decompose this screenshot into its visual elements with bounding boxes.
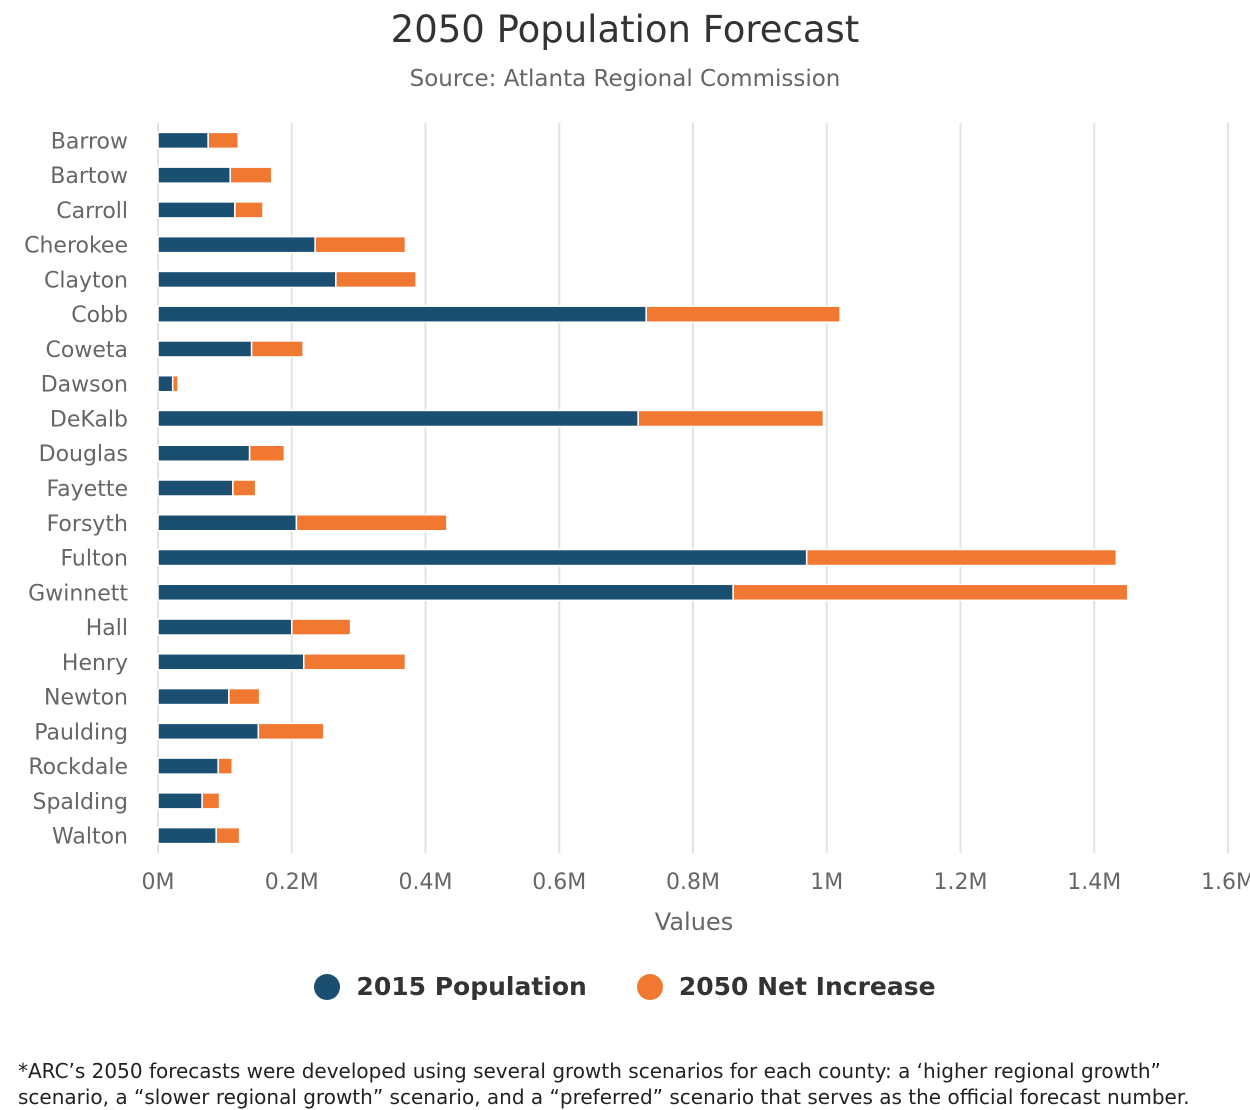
x-axis-title: Values: [655, 908, 733, 936]
bar-2050-net-increase: [234, 201, 264, 219]
y-tick-label: Barrow: [51, 129, 128, 154]
x-tick-label: 0.4M: [399, 870, 453, 895]
bar-2050-net-increase: [291, 618, 352, 636]
y-tick-label: Cherokee: [24, 234, 128, 259]
bar-2050-net-increase: [217, 757, 233, 775]
bar-2015-population: [157, 687, 230, 706]
bar-2015-population: [157, 409, 639, 428]
y-tick-label: Cobb: [71, 303, 128, 328]
y-tick-label: Spalding: [32, 790, 128, 815]
y-tick-label: Forsyth: [47, 512, 128, 537]
bar-2015-population: [157, 653, 305, 671]
bar-2050-net-increase: [248, 444, 286, 462]
y-tick-label: Carroll: [56, 199, 128, 224]
bar-2050-net-increase: [805, 548, 1118, 567]
y-tick-label: Rockdale: [28, 755, 128, 780]
bar-2015-population: [157, 270, 337, 289]
bar-2015-population: [157, 479, 234, 497]
legend-label: 2015 Population: [356, 972, 587, 1001]
legend: 2015 Population 2050 Net Increase: [0, 972, 1250, 1001]
bar-2015-population: [157, 583, 734, 602]
y-tick-label: Clayton: [44, 268, 128, 293]
y-tick-label: Dawson: [41, 373, 128, 398]
bar-2050-net-increase: [637, 409, 825, 428]
x-tick-label: 1M: [810, 870, 843, 895]
bar-2050-net-increase: [732, 583, 1129, 602]
bar-2015-population: [157, 166, 231, 184]
bar-2015-population: [157, 444, 251, 462]
bar-2050-net-increase: [303, 653, 407, 671]
footnote: *ARC’s 2050 forecasts were developed usi…: [18, 1058, 1238, 1110]
footnote-line: scenario, a “slower regional growth” sce…: [18, 1085, 1190, 1109]
x-tick-label: 1.4M: [1067, 870, 1121, 895]
legend-marker: [314, 973, 341, 1000]
y-tick-label: Fulton: [60, 547, 128, 572]
bar-2050-net-increase: [207, 131, 239, 150]
bar-2015-population: [157, 131, 209, 150]
bar-2050-net-increase: [201, 792, 221, 810]
bar-2015-population: [157, 201, 236, 219]
bar-2050-net-increase: [250, 340, 304, 358]
bars: [157, 131, 1129, 845]
bar-2050-net-increase: [171, 374, 179, 393]
grid-lines: [157, 123, 1229, 853]
y-tick-label: Walton: [52, 825, 128, 850]
x-tick-label: 1.2M: [934, 870, 988, 895]
bar-2015-population: [157, 514, 298, 532]
y-tick-label: Gwinnett: [28, 581, 128, 606]
bar-2050-net-increase: [215, 826, 241, 845]
chart-title: 2050 Population Forecast: [390, 8, 860, 51]
legend-label: 2050 Net Increase: [678, 972, 936, 1001]
y-tick-label: Henry: [62, 651, 128, 676]
x-tick-labels: 0M 0.2M 0.4M 0.6M 0.8M 1M 1.2M 1.4M 1.6M: [142, 870, 1250, 895]
y-tick-label: Fayette: [47, 477, 128, 502]
legend-item-2050-net-increase[interactable]: 2050 Net Increase: [636, 972, 936, 1001]
footnote-line: *ARC’s 2050 forecasts were developed usi…: [18, 1059, 1161, 1083]
bar-chart: Barrow Bartow Carroll Cherokee Clayton Cobb Co…: [24, 123, 1250, 936]
bar-2015-population: [157, 826, 217, 845]
y-tick-label: Newton: [44, 686, 128, 711]
bar-2015-population: [157, 757, 219, 775]
bar-2015-population: [157, 618, 293, 636]
x-tick-label: 1.6M: [1201, 870, 1250, 895]
bar-2050-net-increase: [232, 479, 257, 497]
bar-2050-net-increase: [335, 270, 417, 289]
bar-2050-net-increase: [229, 166, 273, 184]
chart-subtitle: Source: Atlanta Regional Commission: [409, 66, 841, 92]
y-tick-label: Douglas: [39, 442, 128, 467]
bar-2050-net-increase: [295, 514, 448, 532]
bar-2050-net-increase: [228, 687, 261, 706]
legend-item-2015-population[interactable]: 2015 Population: [314, 972, 587, 1001]
bar-2015-population: [157, 792, 203, 810]
bar-2015-population: [157, 548, 808, 567]
x-tick-label: 0.8M: [666, 870, 720, 895]
x-tick-label: 0M: [142, 870, 175, 895]
legend-marker: [636, 973, 663, 1000]
y-tick-label: Bartow: [50, 164, 128, 189]
bar-2015-population: [157, 374, 174, 393]
y-tick-label: DeKalb: [50, 407, 128, 432]
bar-2015-population: [157, 235, 316, 254]
y-tick-label: Coweta: [46, 338, 128, 363]
y-tick-label: Hall: [86, 616, 128, 641]
bar-2050-net-increase: [257, 722, 325, 741]
bar-2015-population: [157, 722, 260, 741]
y-tick-label: Paulding: [34, 720, 128, 745]
bar-2050-net-increase: [314, 235, 407, 254]
bar-2015-population: [157, 340, 253, 358]
x-tick-label: 0.6M: [532, 870, 586, 895]
bar-2050-net-increase: [645, 305, 841, 323]
category-labels: Barrow Bartow Carroll Cherokee Clayton Cobb Co…: [24, 129, 128, 849]
bar-2015-population: [157, 305, 647, 323]
x-tick-label: 0.2M: [265, 870, 319, 895]
